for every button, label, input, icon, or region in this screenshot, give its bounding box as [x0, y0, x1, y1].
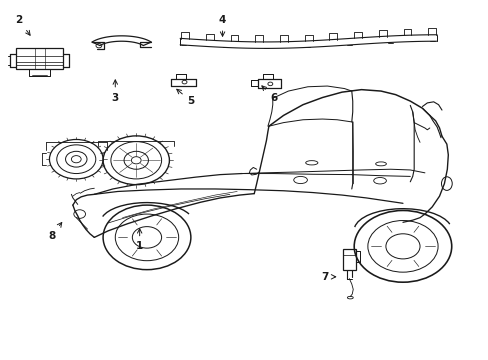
- Text: 8: 8: [48, 222, 61, 240]
- Text: 2: 2: [16, 15, 30, 35]
- Text: 6: 6: [262, 86, 277, 103]
- Text: 1: 1: [136, 229, 143, 251]
- Text: 7: 7: [321, 272, 335, 282]
- Text: 3: 3: [111, 80, 119, 103]
- Text: 5: 5: [176, 89, 194, 106]
- Text: 4: 4: [219, 15, 226, 36]
